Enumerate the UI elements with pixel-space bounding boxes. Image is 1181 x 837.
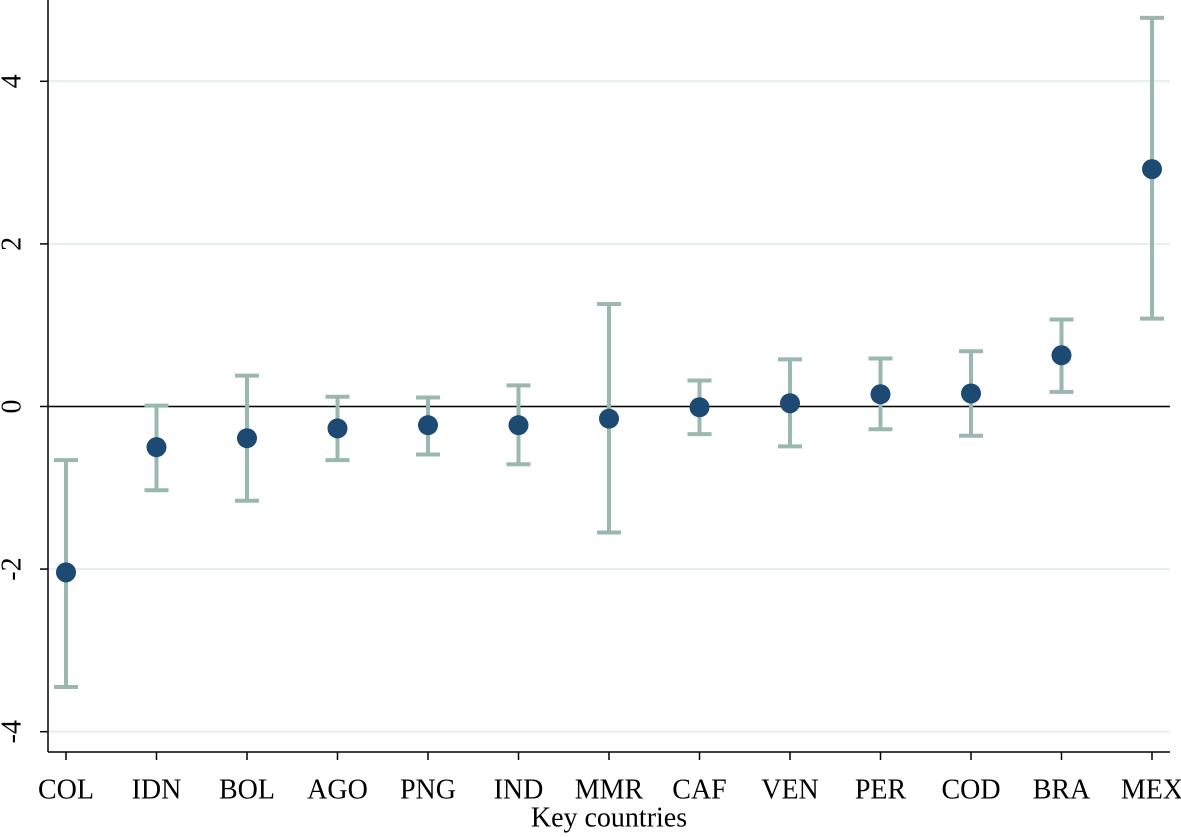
y-tick-label: 2 xyxy=(0,237,27,251)
x-tick-label: COD xyxy=(941,774,1000,805)
y-tick-label: -2 xyxy=(0,557,27,580)
point xyxy=(327,418,348,439)
x-tick-label: PNG xyxy=(400,774,456,805)
point xyxy=(1051,345,1072,366)
x-tick-label: BOL xyxy=(219,774,275,805)
y-tick-label: 4 xyxy=(0,74,27,88)
point xyxy=(780,393,800,414)
x-tick-label: CAF xyxy=(672,774,726,805)
point xyxy=(508,415,529,436)
x-tick-label: VEN xyxy=(761,774,819,805)
y-tick-label: 0 xyxy=(0,399,27,413)
x-tick-label: AGO xyxy=(307,774,368,805)
point xyxy=(961,383,981,404)
point xyxy=(237,428,257,449)
y-tick-label: -4 xyxy=(0,720,27,743)
x-axis-title: Key countries xyxy=(531,802,687,833)
x-tick-label: IND xyxy=(494,774,544,805)
point xyxy=(56,562,76,583)
point xyxy=(146,437,167,458)
x-tick-label: COL xyxy=(38,774,94,805)
point xyxy=(599,408,619,429)
point xyxy=(870,384,891,405)
x-tick-label: PER xyxy=(855,774,907,805)
point xyxy=(418,415,438,436)
x-tick-label: MEX xyxy=(1121,774,1181,805)
x-tick-label: MMR xyxy=(575,774,644,805)
x-tick-label: BRA xyxy=(1033,774,1091,805)
point xyxy=(689,397,710,418)
x-tick-label: IDN xyxy=(132,774,182,805)
point xyxy=(1142,159,1162,180)
